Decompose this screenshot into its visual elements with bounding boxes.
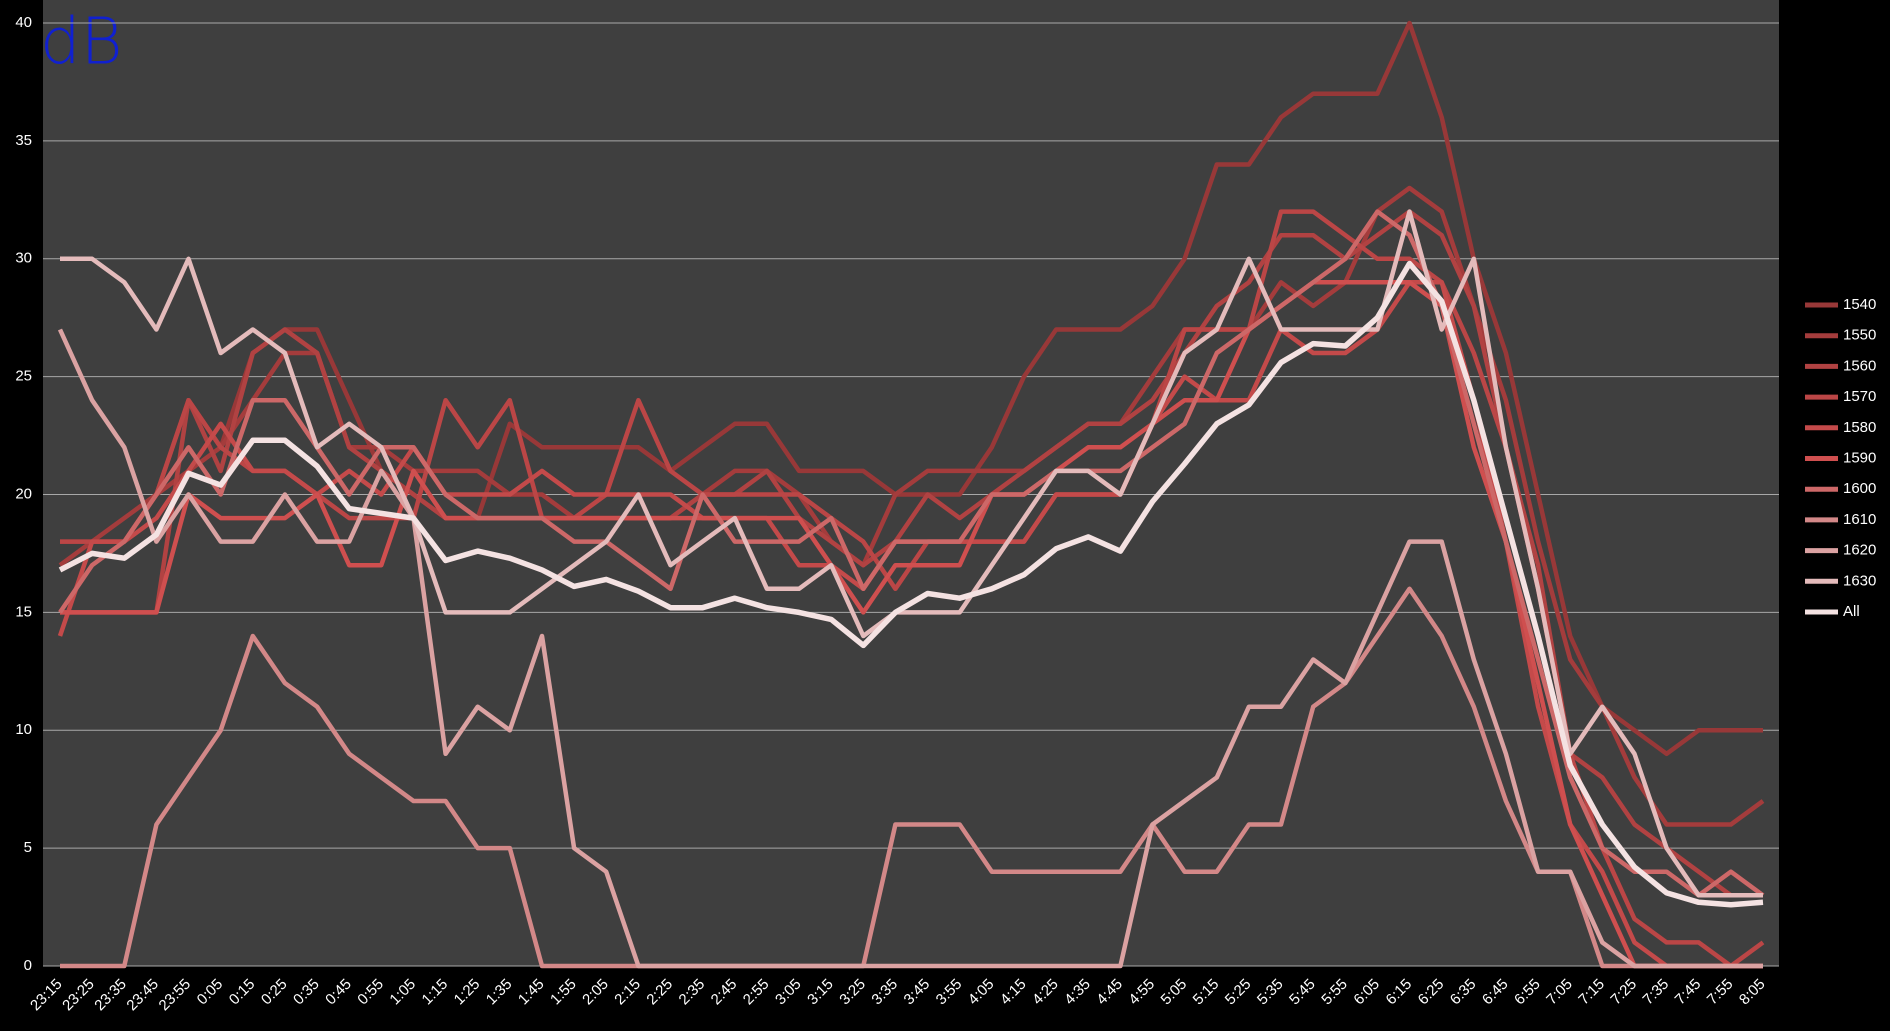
y-tick-label: 40 bbox=[15, 14, 32, 31]
y-tick-label: 30 bbox=[15, 250, 32, 267]
legend-label: 1590 bbox=[1843, 449, 1876, 466]
y-tick-label: 25 bbox=[15, 368, 32, 385]
series-line bbox=[60, 209, 1763, 898]
series-line bbox=[58, 260, 1764, 908]
series-line bbox=[57, 328, 1763, 969]
legend-label: 1550 bbox=[1843, 327, 1876, 344]
y-tick-label: 15 bbox=[15, 603, 32, 620]
legend-label: 1630 bbox=[1843, 572, 1876, 589]
legend-label: 1540 bbox=[1843, 296, 1876, 313]
y-tick-label: 10 bbox=[15, 721, 32, 738]
series-line bbox=[60, 586, 1763, 969]
series-line bbox=[60, 280, 1763, 969]
annotation: dB bbox=[40, 6, 123, 80]
legend-label: 1620 bbox=[1843, 542, 1876, 559]
legend-label: 1570 bbox=[1843, 388, 1876, 405]
y-tick-label: 0 bbox=[24, 957, 32, 974]
legend-label: 1560 bbox=[1843, 357, 1876, 374]
legend-label: 1610 bbox=[1843, 511, 1876, 528]
legend-label: 1600 bbox=[1843, 480, 1876, 497]
series-line bbox=[60, 20, 1763, 757]
legend-label: All bbox=[1843, 603, 1860, 620]
y-tick-label: 5 bbox=[24, 839, 32, 856]
series-line bbox=[58, 209, 1765, 898]
y-tick-label: 20 bbox=[15, 485, 32, 502]
y-tick-label: 35 bbox=[15, 132, 32, 149]
legend-label: 1580 bbox=[1843, 419, 1876, 436]
series-line bbox=[60, 209, 1763, 898]
